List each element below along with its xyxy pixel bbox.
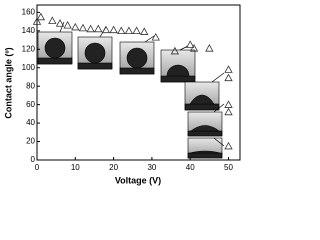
x-tick-label: 40 <box>186 163 195 172</box>
marker <box>132 26 141 35</box>
marker <box>205 44 214 52</box>
marker <box>170 46 180 55</box>
marker <box>189 44 199 52</box>
y-tick-label: 40 <box>26 118 35 127</box>
y-axis-label: Contact angle (º) <box>3 47 13 118</box>
y-tick-label: 60 <box>26 100 35 109</box>
y-tick-label: 20 <box>26 137 35 146</box>
marker <box>109 25 118 34</box>
x-tick-label: 0 <box>35 163 40 172</box>
marker <box>224 107 233 116</box>
marker <box>94 24 103 33</box>
marker <box>140 27 149 35</box>
marker <box>71 22 80 31</box>
y-tick-label: 120 <box>22 44 36 53</box>
marker <box>101 25 111 34</box>
marker <box>224 100 233 108</box>
y-tick-label: 160 <box>22 7 36 16</box>
x-axis-label: Voltage (V) <box>115 175 161 185</box>
insets <box>37 31 223 159</box>
x-tick-label: 10 <box>71 163 80 172</box>
y-tick-label: 80 <box>26 81 35 90</box>
x-tick-label: 30 <box>147 163 156 172</box>
marker <box>36 12 46 21</box>
y-tick-label: 100 <box>22 63 36 72</box>
marker <box>224 73 233 82</box>
marker <box>151 32 160 41</box>
y-tick-label: 140 <box>22 26 36 35</box>
x-tick-label: 20 <box>109 163 118 172</box>
marker <box>86 24 95 33</box>
marker <box>224 141 233 150</box>
marker <box>32 17 42 25</box>
marker <box>224 65 233 73</box>
plot-frame <box>36 4 241 161</box>
marker <box>55 19 65 27</box>
marker <box>117 26 126 35</box>
y-tick-label: 0 <box>31 155 36 164</box>
marker <box>186 40 195 48</box>
marker <box>78 23 88 32</box>
marker <box>48 16 57 24</box>
chart: Voltage (V) Contact angle (º) 0 20 40 60 80 1… <box>3 4 241 185</box>
x-tick-label: 50 <box>224 163 233 172</box>
marker <box>63 20 72 29</box>
marker <box>124 26 134 35</box>
